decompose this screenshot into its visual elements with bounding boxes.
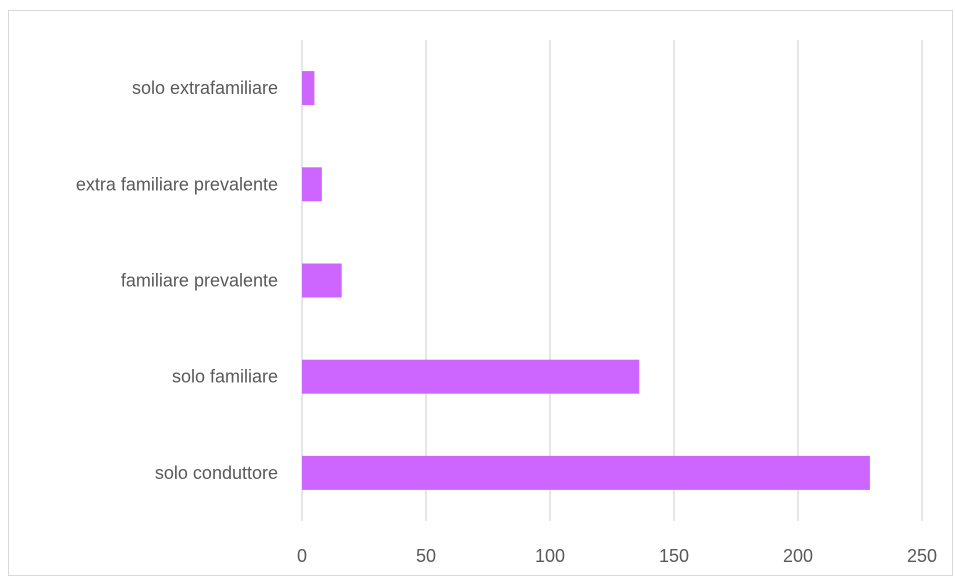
category-label: familiare prevalente [121,271,278,291]
x-tick-label: 0 [297,546,307,566]
bars [302,71,870,490]
x-tick-label: 150 [659,546,689,566]
bar [302,359,640,394]
x-tick-label: 250 [907,546,937,566]
category-label: solo conduttore [155,463,278,483]
category-label: solo extrafamiliare [132,78,278,98]
x-tick-label: 200 [783,546,813,566]
bar [302,71,315,106]
category-labels: solo conduttore solo familiare familiare p… [76,78,278,483]
gridlines [301,40,923,521]
bar [302,455,870,490]
x-tick-label: 100 [535,546,565,566]
bar [302,167,322,202]
category-label: extra familiare prevalente [76,174,278,194]
bar [302,263,342,298]
x-tick-labels: 0 50 100 150 200 250 [297,546,937,566]
x-tick-label: 50 [416,546,436,566]
category-label: solo familiare [172,367,278,387]
